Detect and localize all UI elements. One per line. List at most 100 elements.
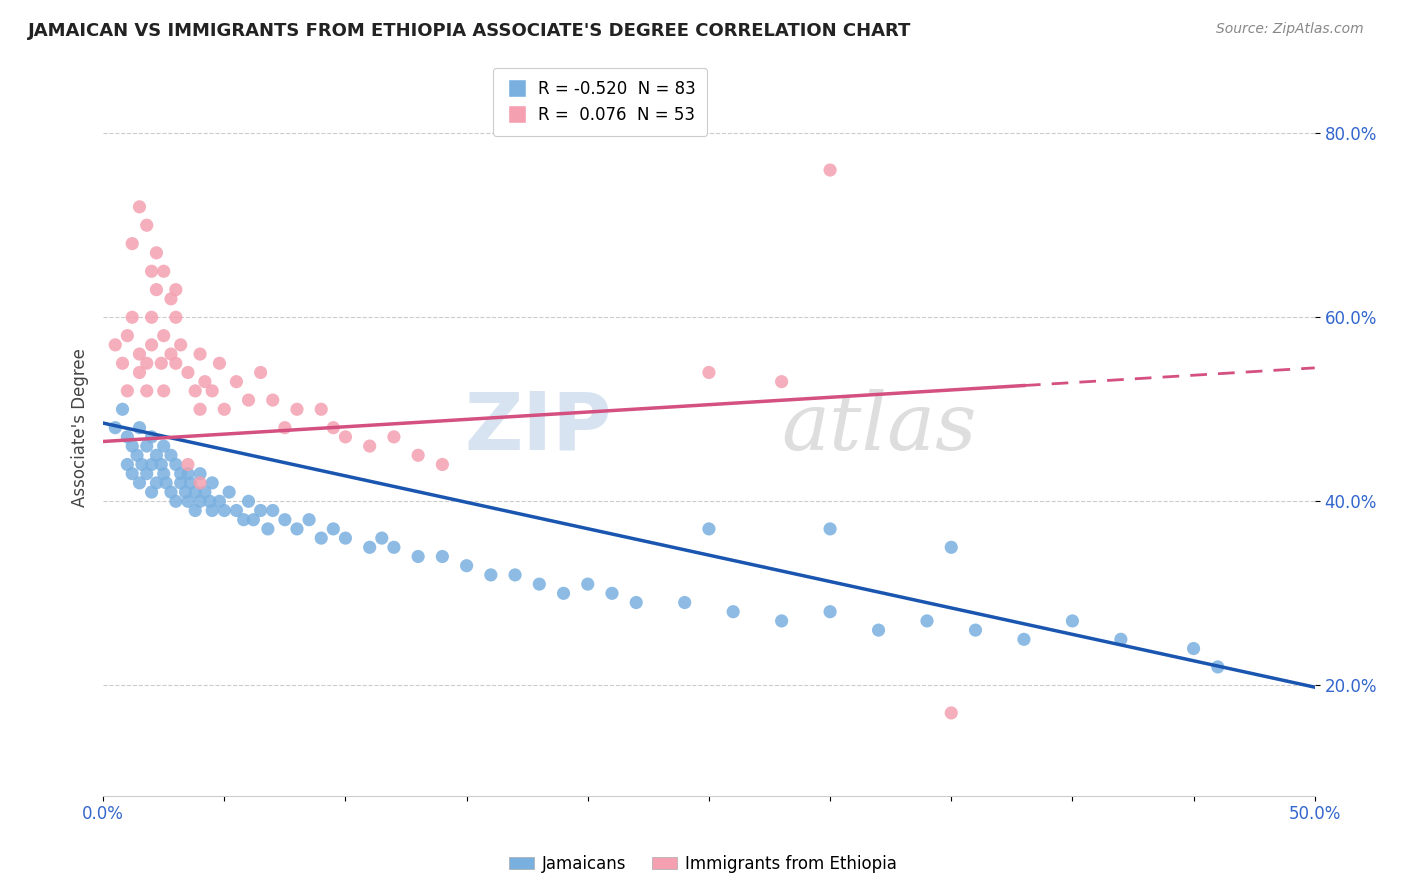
Legend: Jamaicans, Immigrants from Ethiopia: Jamaicans, Immigrants from Ethiopia [502, 848, 904, 880]
Point [104, 420, 127, 434]
Point [208, 356, 231, 370]
Point [169, 467, 191, 481]
Point [262, 393, 284, 408]
Text: JAMAICAN VS IMMIGRANTS FROM ETHIOPIA ASSOCIATE'S DEGREE CORRELATION CHART: JAMAICAN VS IMMIGRANTS FROM ETHIOPIA ASS… [28, 22, 911, 40]
Point [131, 458, 153, 472]
Point [1012, 632, 1035, 647]
Point [128, 347, 150, 361]
Point [135, 219, 157, 233]
Point [141, 338, 163, 352]
Point [141, 485, 163, 500]
Point [818, 163, 841, 178]
Point [965, 623, 987, 637]
Point [188, 475, 211, 490]
Point [406, 448, 429, 462]
Point [160, 448, 183, 462]
Point [309, 402, 332, 417]
Point [165, 310, 187, 325]
Point [208, 494, 231, 508]
Point [111, 402, 134, 417]
Point [1182, 641, 1205, 656]
Point [188, 494, 211, 508]
Point [285, 402, 308, 417]
Point [322, 420, 344, 434]
Point [201, 503, 224, 517]
Point [1206, 660, 1229, 674]
Point [673, 595, 696, 609]
Point [179, 475, 201, 490]
Point [152, 384, 174, 398]
Point [201, 475, 224, 490]
Point [214, 402, 236, 417]
Point [160, 292, 183, 306]
Point [359, 439, 381, 453]
Point [941, 706, 963, 720]
Point [141, 430, 163, 444]
Point [432, 458, 454, 472]
Point [626, 595, 648, 609]
Legend: R = -0.520  N = 83, R =  0.076  N = 53: R = -0.520 N = 83, R = 0.076 N = 53 [492, 68, 707, 136]
Point [382, 430, 405, 444]
Point [111, 356, 134, 370]
Point [371, 531, 394, 545]
Point [335, 531, 357, 545]
Point [359, 541, 381, 555]
Point [721, 605, 744, 619]
Point [697, 522, 720, 536]
Point [194, 375, 217, 389]
Point [818, 605, 841, 619]
Point [150, 356, 173, 370]
Point [553, 586, 575, 600]
Point [155, 475, 177, 490]
Point [184, 384, 207, 398]
Point [165, 494, 187, 508]
Point [249, 366, 271, 380]
Point [309, 531, 332, 545]
Point [285, 522, 308, 536]
Point [335, 430, 357, 444]
Point [141, 264, 163, 278]
Point [770, 614, 793, 628]
Point [160, 485, 183, 500]
Point [479, 568, 502, 582]
Point [238, 393, 260, 408]
Point [456, 558, 478, 573]
Point [274, 420, 297, 434]
Point [145, 448, 167, 462]
Point [298, 513, 321, 527]
Point [432, 549, 454, 564]
Point [941, 541, 963, 555]
Point [225, 503, 247, 517]
Point [600, 586, 623, 600]
Point [128, 475, 150, 490]
Point [150, 458, 173, 472]
Point [128, 420, 150, 434]
Point [128, 200, 150, 214]
Point [177, 458, 200, 472]
Point [868, 623, 890, 637]
Point [529, 577, 551, 591]
Point [135, 467, 157, 481]
Point [322, 522, 344, 536]
Point [117, 328, 139, 343]
Point [382, 541, 405, 555]
Point [184, 485, 207, 500]
Point [117, 458, 139, 472]
Point [194, 485, 217, 500]
Point [218, 485, 240, 500]
Point [165, 458, 187, 472]
Point [117, 384, 139, 398]
Point [141, 310, 163, 325]
Y-axis label: Associate's Degree: Associate's Degree [72, 348, 89, 508]
Text: Source: ZipAtlas.com: Source: ZipAtlas.com [1216, 22, 1364, 37]
Point [169, 338, 191, 352]
Point [135, 439, 157, 453]
Point [188, 347, 211, 361]
Point [177, 494, 200, 508]
Point [135, 356, 157, 370]
Point [177, 366, 200, 380]
Point [576, 577, 599, 591]
Point [125, 448, 148, 462]
Point [165, 283, 187, 297]
Point [184, 503, 207, 517]
